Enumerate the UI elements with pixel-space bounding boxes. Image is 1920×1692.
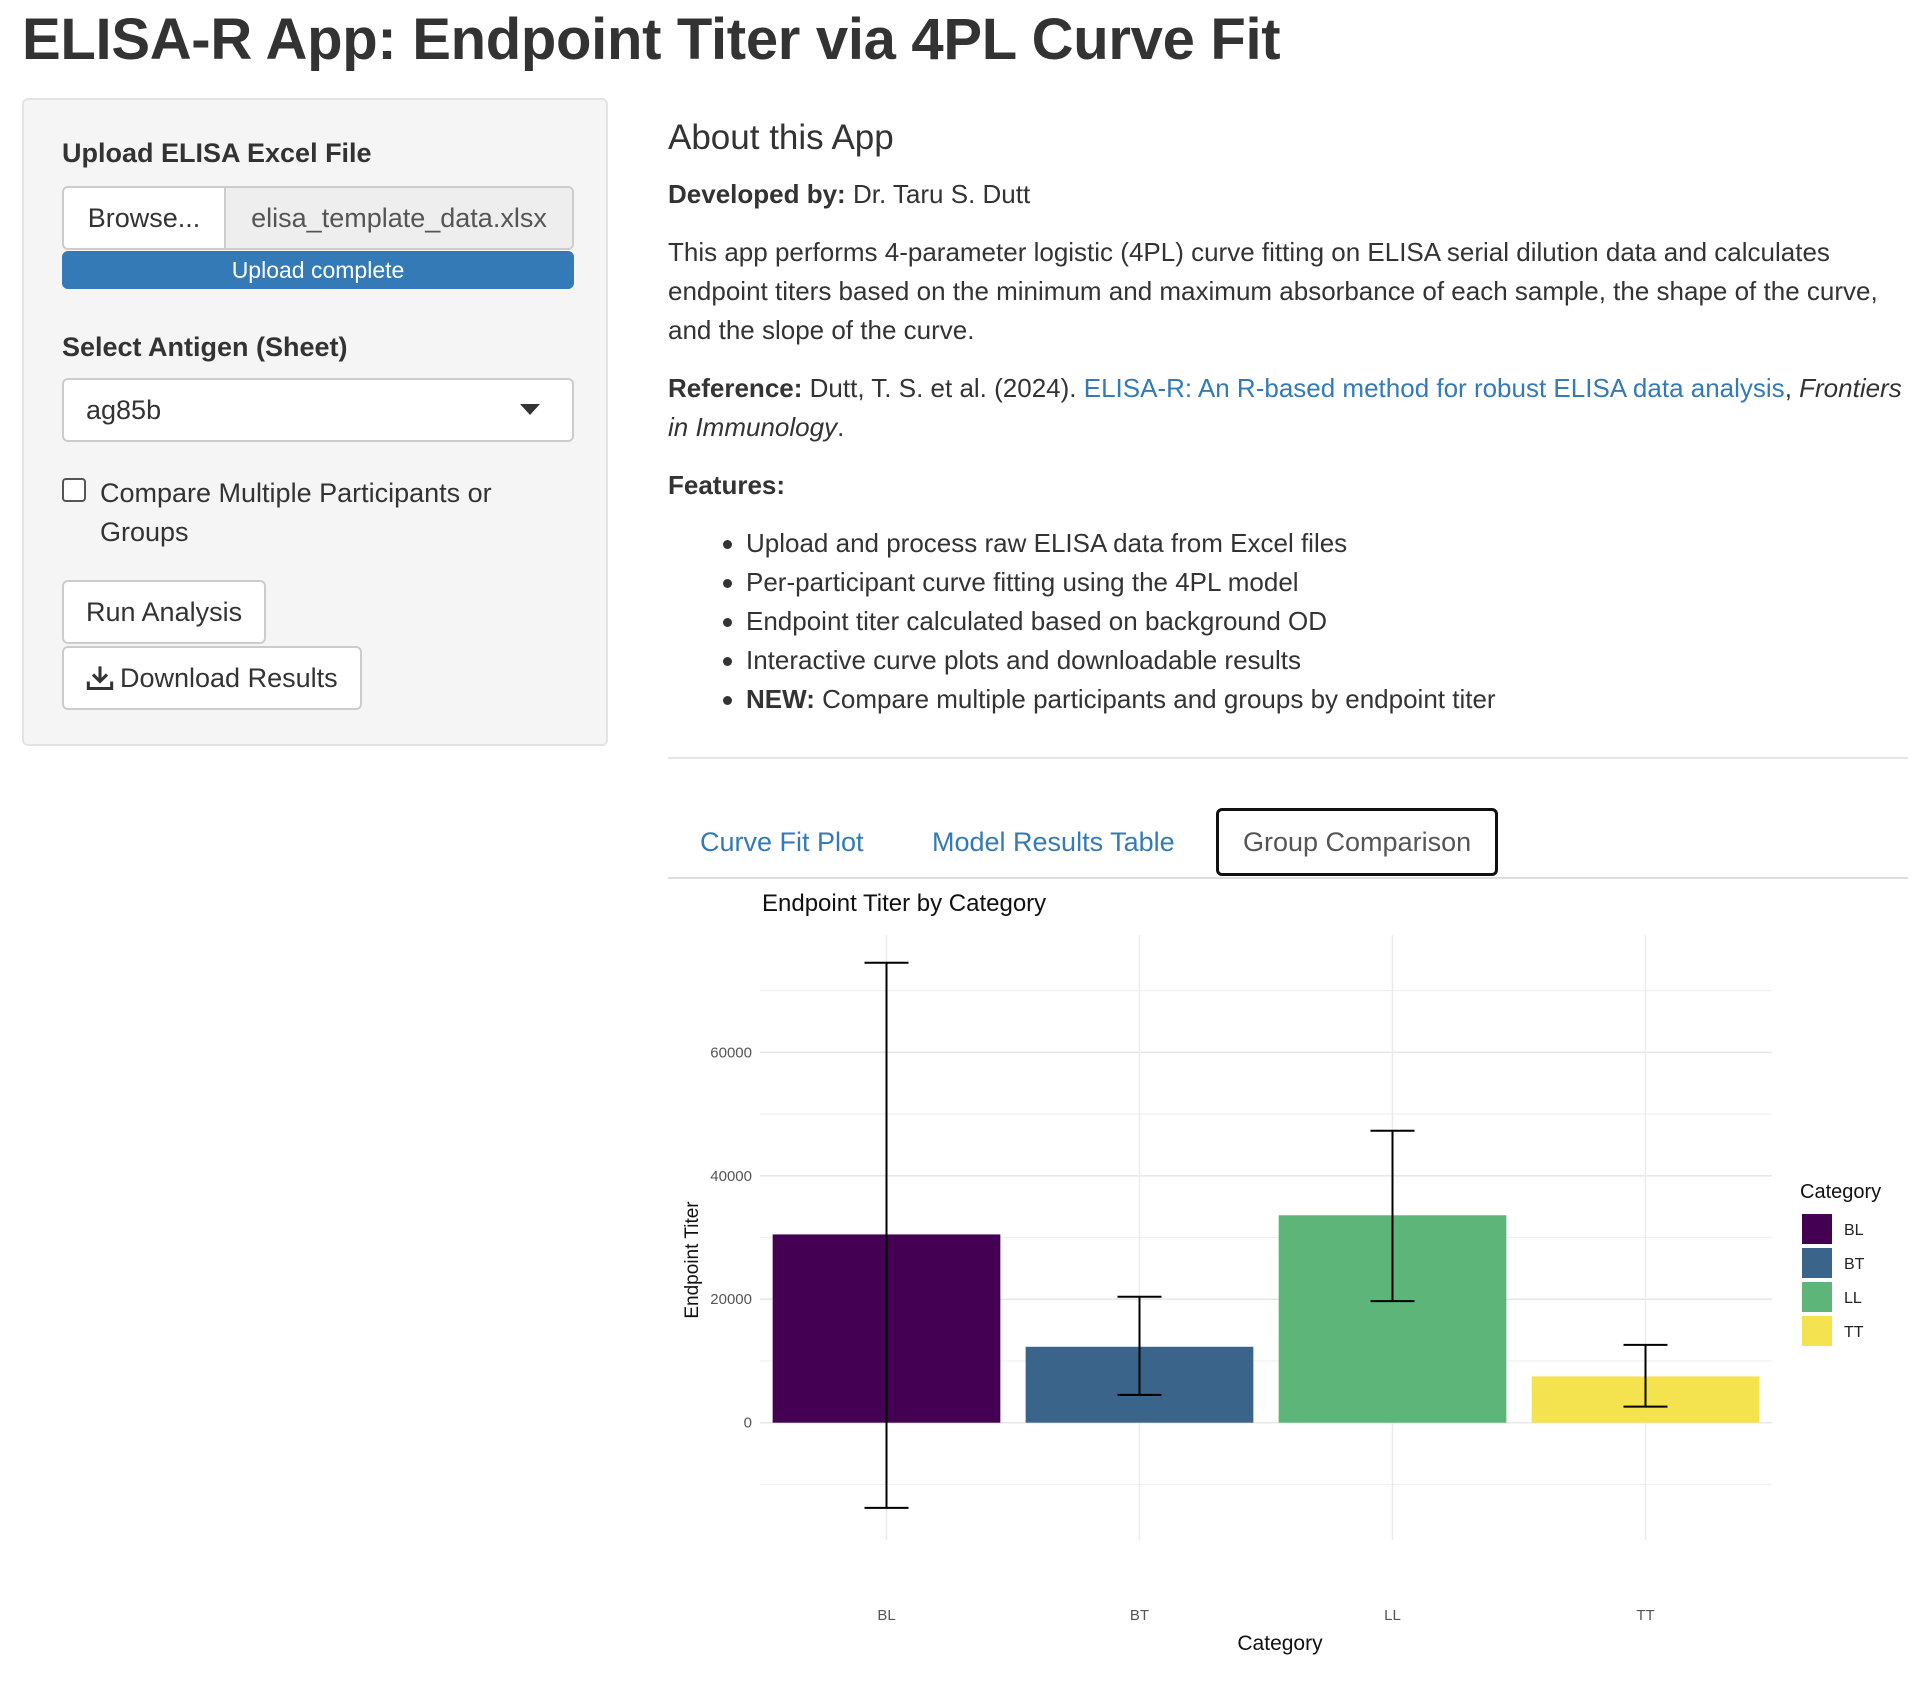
tab-group-comparison[interactable]: Group Comparison bbox=[1216, 808, 1499, 876]
x-tick-label: LL bbox=[1384, 1607, 1401, 1624]
reference-journal: Frontiers in Immunology bbox=[668, 373, 1902, 442]
reference: Reference: Dutt, T. S. et al. (2024). EL… bbox=[668, 373, 1902, 442]
features-heading: Features: bbox=[668, 470, 786, 500]
caret-down-icon bbox=[520, 404, 540, 415]
legend-label: LL bbox=[1844, 1290, 1862, 1307]
upload-label: Upload ELISA Excel File bbox=[62, 138, 372, 168]
legend-label: TT bbox=[1844, 1324, 1864, 1341]
antigen-select-value: ag85b bbox=[86, 394, 162, 425]
list-item: Per-participant curve fitting using the … bbox=[723, 563, 1496, 602]
reference-authors: Dutt, T. S. et al. (2024). bbox=[809, 373, 1077, 403]
tab-model-results-table[interactable]: Model Results Table bbox=[932, 826, 1175, 857]
sidebar-panel: Upload ELISA Excel File Browse... elisa_… bbox=[22, 98, 608, 746]
legend-title: Category bbox=[1800, 1181, 1881, 1203]
file-name-field: elisa_template_data.xlsx bbox=[226, 188, 572, 248]
y-axis-label: Endpoint Titer bbox=[682, 1201, 703, 1319]
reference-link[interactable]: ELISA-R: An R-based method for robust EL… bbox=[1083, 373, 1785, 403]
legend: BL BT LL TT bbox=[1802, 1214, 1865, 1346]
y-tick-label: 20000 bbox=[710, 1291, 752, 1308]
developer-name: Dr. Taru S. Dutt bbox=[852, 179, 1031, 209]
tabs-border bbox=[668, 877, 1908, 879]
app-description: This app performs 4-parameter logistic (… bbox=[668, 237, 1878, 345]
legend-swatch-tt bbox=[1802, 1316, 1832, 1346]
compare-checkbox[interactable] bbox=[62, 478, 86, 502]
about-title: About this App bbox=[668, 118, 894, 157]
compare-label[interactable]: Compare Multiple Participants or Groups bbox=[100, 478, 492, 547]
download-icon bbox=[86, 666, 114, 691]
upload-progress-bar: Upload complete bbox=[62, 251, 574, 289]
browse-button[interactable]: Browse... bbox=[64, 188, 226, 248]
features-list: Upload and process raw ELISA data from E… bbox=[723, 524, 1496, 719]
list-item: Endpoint titer calculated based on backg… bbox=[723, 602, 1496, 641]
endpoint-titer-chart: Endpoint Titer by Category 0 20000 40000 60… bbox=[682, 890, 1881, 1655]
list-item: Interactive curve plots and downloadable… bbox=[723, 641, 1496, 680]
page-title: ELISA-R App: Endpoint Titer via 4PL Curv… bbox=[22, 7, 1281, 72]
developed-by-label: Developed by: bbox=[668, 179, 846, 209]
run-analysis-button[interactable]: Run Analysis bbox=[62, 580, 267, 644]
y-tick-label: 60000 bbox=[710, 1044, 752, 1061]
download-results-button[interactable]: Download Results bbox=[62, 646, 362, 710]
antigen-label: Select Antigen (Sheet) bbox=[62, 332, 348, 362]
reference-label: Reference: bbox=[668, 373, 803, 403]
x-tick-label: BT bbox=[1130, 1607, 1149, 1624]
legend-swatch-bt bbox=[1802, 1248, 1832, 1278]
tab-curve-fit-plot[interactable]: Curve Fit Plot bbox=[700, 826, 864, 857]
chart-title: Endpoint Titer by Category bbox=[762, 890, 1046, 917]
developed-by: Developed by: Dr. Taru S. Dutt bbox=[668, 175, 1903, 214]
y-tick-label: 40000 bbox=[710, 1168, 752, 1185]
legend-swatch-ll bbox=[1802, 1282, 1832, 1312]
download-label: Download Results bbox=[120, 662, 338, 693]
x-tick-label: TT bbox=[1636, 1607, 1654, 1624]
legend-swatch-bl bbox=[1802, 1214, 1832, 1244]
file-input-group[interactable]: Browse... elisa_template_data.xlsx bbox=[62, 186, 574, 250]
antigen-select[interactable]: ag85b bbox=[62, 378, 574, 442]
y-tick-label: 0 bbox=[744, 1415, 752, 1432]
list-item: Upload and process raw ELISA data from E… bbox=[723, 524, 1496, 563]
legend-label: BL bbox=[1844, 1222, 1864, 1239]
list-item: NEW: Compare multiple participants and g… bbox=[723, 680, 1496, 719]
x-axis-label: Category bbox=[1237, 1632, 1323, 1655]
feature-new-text: Compare multiple participants and groups… bbox=[822, 684, 1496, 714]
legend-label: BT bbox=[1844, 1256, 1865, 1273]
divider bbox=[668, 757, 1908, 759]
feature-new-label: NEW: bbox=[746, 684, 815, 714]
x-tick-label: BL bbox=[877, 1607, 895, 1624]
